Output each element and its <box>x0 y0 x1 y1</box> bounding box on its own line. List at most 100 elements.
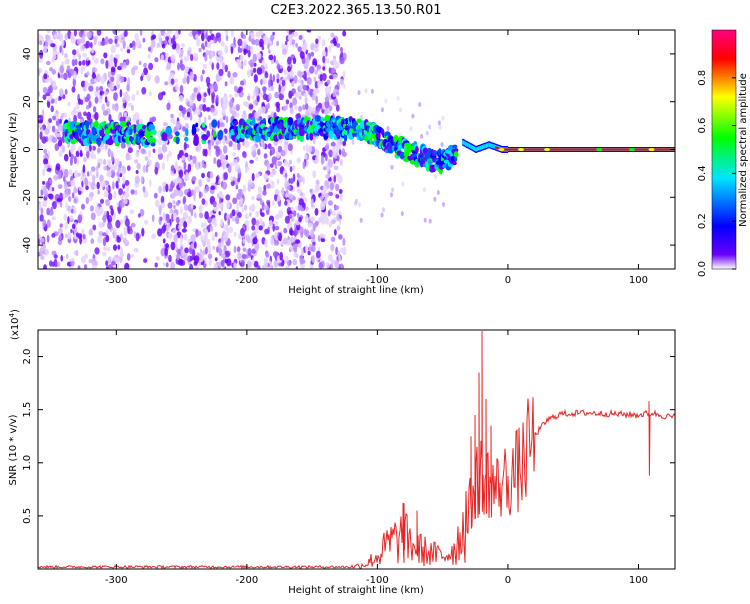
noise-speckle <box>255 226 259 234</box>
noise-speckle <box>288 193 293 199</box>
noise-speckle <box>322 55 326 64</box>
noise-speckle <box>93 36 97 46</box>
noise-speckle <box>287 65 291 73</box>
noise-speckle <box>186 191 193 198</box>
noise-speckle <box>110 76 115 82</box>
noise-speckle <box>210 210 213 216</box>
noise-speckle <box>168 254 172 263</box>
noise-speckle <box>175 201 180 206</box>
noise-speckle <box>272 200 275 207</box>
noise-speckle <box>71 223 76 230</box>
band-blob <box>377 131 381 140</box>
noise-speckle <box>201 198 206 206</box>
noise-speckle <box>354 200 358 206</box>
colorbar-label: Normalized spectral amplitude <box>738 73 749 227</box>
noise-speckle <box>61 39 65 47</box>
noise-speckle <box>142 185 146 192</box>
noise-speckle <box>88 100 92 109</box>
noise-speckle <box>107 246 111 252</box>
noise-speckle <box>292 57 297 65</box>
colorbar-tick-label: 0.4 <box>697 165 708 181</box>
noise-speckle <box>120 142 126 149</box>
noise-speckle <box>94 90 100 97</box>
noise-speckle <box>280 150 286 157</box>
noise-speckle <box>98 206 104 214</box>
noise-speckle <box>210 138 214 146</box>
noise-speckle <box>48 84 53 94</box>
noise-speckle <box>158 206 162 216</box>
noise-speckle <box>119 89 123 98</box>
noise-speckle <box>94 57 99 65</box>
noise-speckle <box>278 84 282 94</box>
noise-speckle <box>151 116 157 122</box>
noise-speckle <box>423 217 427 223</box>
noise-speckle <box>58 150 63 158</box>
noise-speckle <box>61 49 64 56</box>
noise-speckle <box>327 159 334 168</box>
noise-speckle <box>266 183 272 189</box>
noise-speckle <box>334 229 337 236</box>
band-blob <box>149 138 156 144</box>
noise-speckle <box>135 38 141 47</box>
noise-speckle <box>74 58 78 66</box>
noise-speckle <box>265 253 270 258</box>
noise-speckle <box>165 213 170 219</box>
noise-speckle <box>186 174 190 181</box>
noise-speckle <box>293 75 298 84</box>
noise-speckle <box>131 40 136 47</box>
noise-speckle <box>239 48 243 53</box>
noise-speckle <box>112 227 117 233</box>
noise-speckle <box>256 219 260 228</box>
noise-speckle <box>136 162 141 170</box>
noise-speckle <box>181 43 185 48</box>
noise-speckle <box>284 76 288 81</box>
noise-speckle <box>211 95 215 104</box>
noise-speckle <box>141 227 145 237</box>
noise-speckle <box>342 140 347 147</box>
noise-speckle <box>295 266 299 269</box>
noise-speckle <box>165 262 169 268</box>
noise-speckle <box>84 146 90 152</box>
noise-speckle <box>309 66 315 74</box>
noise-speckle <box>166 154 169 162</box>
noise-speckle <box>335 104 340 112</box>
noise-speckle <box>161 162 166 170</box>
noise-speckle <box>217 120 220 129</box>
band-halo-inner <box>463 140 466 146</box>
noise-speckle <box>327 210 331 217</box>
noise-speckle <box>386 126 390 131</box>
noise-speckle <box>330 243 335 252</box>
noise-speckle <box>332 90 337 98</box>
band-halo-inner <box>479 146 481 151</box>
noise-speckle <box>82 86 87 92</box>
band-halo-inner <box>468 143 471 148</box>
noise-speckle <box>39 247 44 257</box>
noise-speckle <box>384 98 388 104</box>
noise-speckle <box>331 43 334 48</box>
noise-speckle <box>342 246 347 256</box>
noise-speckle <box>162 185 167 193</box>
noise-speckle <box>317 35 322 41</box>
band-blob <box>93 120 99 129</box>
noise-speckle <box>91 73 97 79</box>
noise-speckle <box>241 254 247 259</box>
noise-speckle <box>91 67 98 73</box>
noise-speckle <box>359 217 363 223</box>
noise-speckle <box>170 241 176 251</box>
noise-speckle <box>123 197 128 205</box>
colorbar-tick-label: 0.6 <box>697 118 708 134</box>
snr-frame <box>37 329 676 570</box>
noise-speckle <box>280 87 285 95</box>
noise-speckle <box>186 50 191 57</box>
noise-speckle <box>85 185 89 191</box>
noise-speckle <box>237 251 241 260</box>
noise-speckle <box>46 234 50 243</box>
noise-speckle <box>264 228 269 235</box>
noise-speckle <box>89 42 93 49</box>
noise-speckle <box>262 142 266 150</box>
noise-speckle <box>255 89 259 97</box>
noise-speckle <box>204 116 207 124</box>
noise-speckle <box>90 212 96 221</box>
noise-speckle <box>195 146 199 152</box>
noise-speckle <box>68 169 73 176</box>
